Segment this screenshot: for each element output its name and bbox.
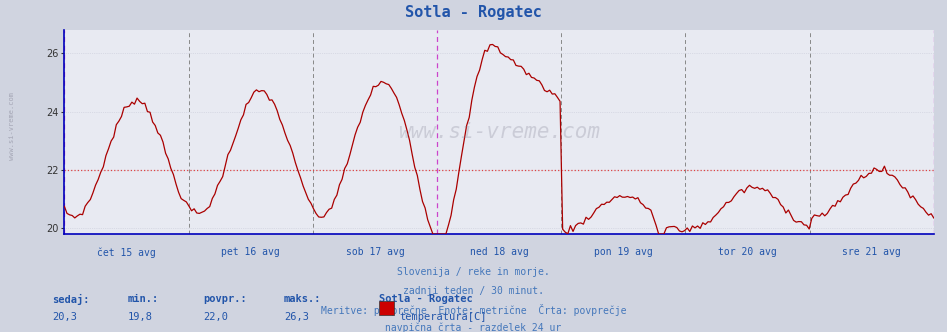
Text: 20,3: 20,3	[52, 312, 77, 322]
Text: sedaj:: sedaj:	[52, 294, 90, 305]
Text: Sotla - Rogatec: Sotla - Rogatec	[405, 5, 542, 20]
Text: Meritve: povprečne  Enote: metrične  Črta: povprečje: Meritve: povprečne Enote: metrične Črta:…	[321, 304, 626, 316]
Text: ned 18 avg: ned 18 avg	[470, 247, 528, 257]
Text: Sotla - Rogatec: Sotla - Rogatec	[379, 294, 473, 304]
Text: sre 21 avg: sre 21 avg	[842, 247, 901, 257]
Text: 19,8: 19,8	[128, 312, 152, 322]
Text: tor 20 avg: tor 20 avg	[718, 247, 777, 257]
Text: navpična črta - razdelek 24 ur: navpična črta - razdelek 24 ur	[385, 322, 562, 332]
Text: min.:: min.:	[128, 294, 159, 304]
Text: www.si-vreme.com: www.si-vreme.com	[9, 92, 15, 160]
Text: pon 19 avg: pon 19 avg	[594, 247, 652, 257]
Text: 22,0: 22,0	[204, 312, 228, 322]
Text: 26,3: 26,3	[284, 312, 309, 322]
Text: sob 17 avg: sob 17 avg	[346, 247, 404, 257]
Text: temperatura[C]: temperatura[C]	[400, 312, 487, 322]
Text: maks.:: maks.:	[284, 294, 322, 304]
Text: zadnji teden / 30 minut.: zadnji teden / 30 minut.	[403, 286, 544, 295]
Text: čet 15 avg: čet 15 avg	[98, 247, 156, 258]
Text: pet 16 avg: pet 16 avg	[222, 247, 280, 257]
Text: www.si-vreme.com: www.si-vreme.com	[398, 122, 600, 142]
Text: povpr.:: povpr.:	[204, 294, 247, 304]
Text: Slovenija / reke in morje.: Slovenija / reke in morje.	[397, 267, 550, 277]
